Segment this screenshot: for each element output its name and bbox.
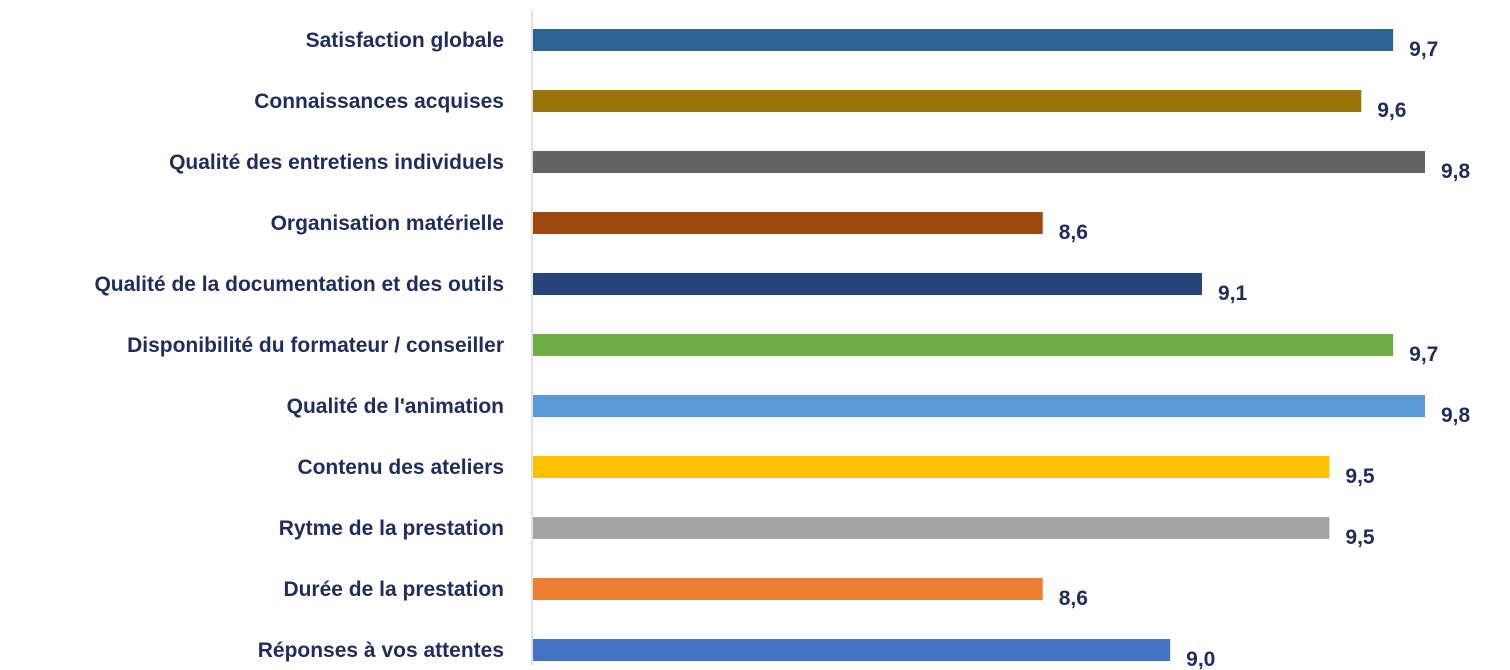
bar bbox=[533, 578, 1043, 600]
value-label: 9,5 bbox=[1345, 465, 1375, 488]
bar bbox=[533, 273, 1202, 295]
category-label: Satisfaction globale bbox=[306, 29, 504, 52]
category-label: Organisation matérielle bbox=[271, 212, 504, 235]
value-label: 8,6 bbox=[1059, 587, 1088, 610]
value-label: 9,7 bbox=[1409, 343, 1438, 366]
value-label: 8,6 bbox=[1059, 221, 1088, 244]
bar bbox=[533, 90, 1362, 112]
value-labels: 9,7 9,6 9,8 8,6 9,1 9,7 9,8 9,5 9,5 8,6 9,0 bbox=[1059, 38, 1471, 670]
value-label: 9,6 bbox=[1377, 99, 1406, 122]
bar bbox=[533, 334, 1394, 356]
category-label: Qualité des entretiens individuels bbox=[169, 151, 504, 174]
value-label: 9,7 bbox=[1409, 38, 1438, 61]
value-label: 9,1 bbox=[1218, 282, 1248, 305]
value-label: 9,8 bbox=[1441, 404, 1471, 427]
value-label: 9,5 bbox=[1345, 526, 1375, 549]
bar bbox=[533, 29, 1394, 51]
category-label: Durée de la prestation bbox=[283, 578, 504, 601]
category-label: Connaissances acquises bbox=[254, 90, 504, 113]
value-label: 9,0 bbox=[1186, 648, 1215, 670]
bar bbox=[533, 456, 1330, 478]
bar bbox=[533, 639, 1171, 661]
category-label: Rytme de la prestation bbox=[279, 517, 504, 540]
bar bbox=[533, 151, 1425, 173]
bars bbox=[533, 29, 1425, 661]
category-label: Disponibilité du formateur / conseiller bbox=[127, 334, 504, 357]
category-label: Contenu des ateliers bbox=[297, 456, 504, 479]
category-labels: Satisfaction globale Connaissances acquis… bbox=[94, 29, 504, 662]
category-label: Réponses à vos attentes bbox=[258, 639, 504, 662]
bar bbox=[533, 517, 1330, 539]
value-label: 9,8 bbox=[1441, 160, 1471, 183]
category-label: Qualité de la documentation et des outil… bbox=[94, 273, 504, 296]
category-label: Qualité de l'animation bbox=[287, 395, 504, 418]
bar bbox=[533, 212, 1043, 234]
bar bbox=[533, 395, 1425, 417]
